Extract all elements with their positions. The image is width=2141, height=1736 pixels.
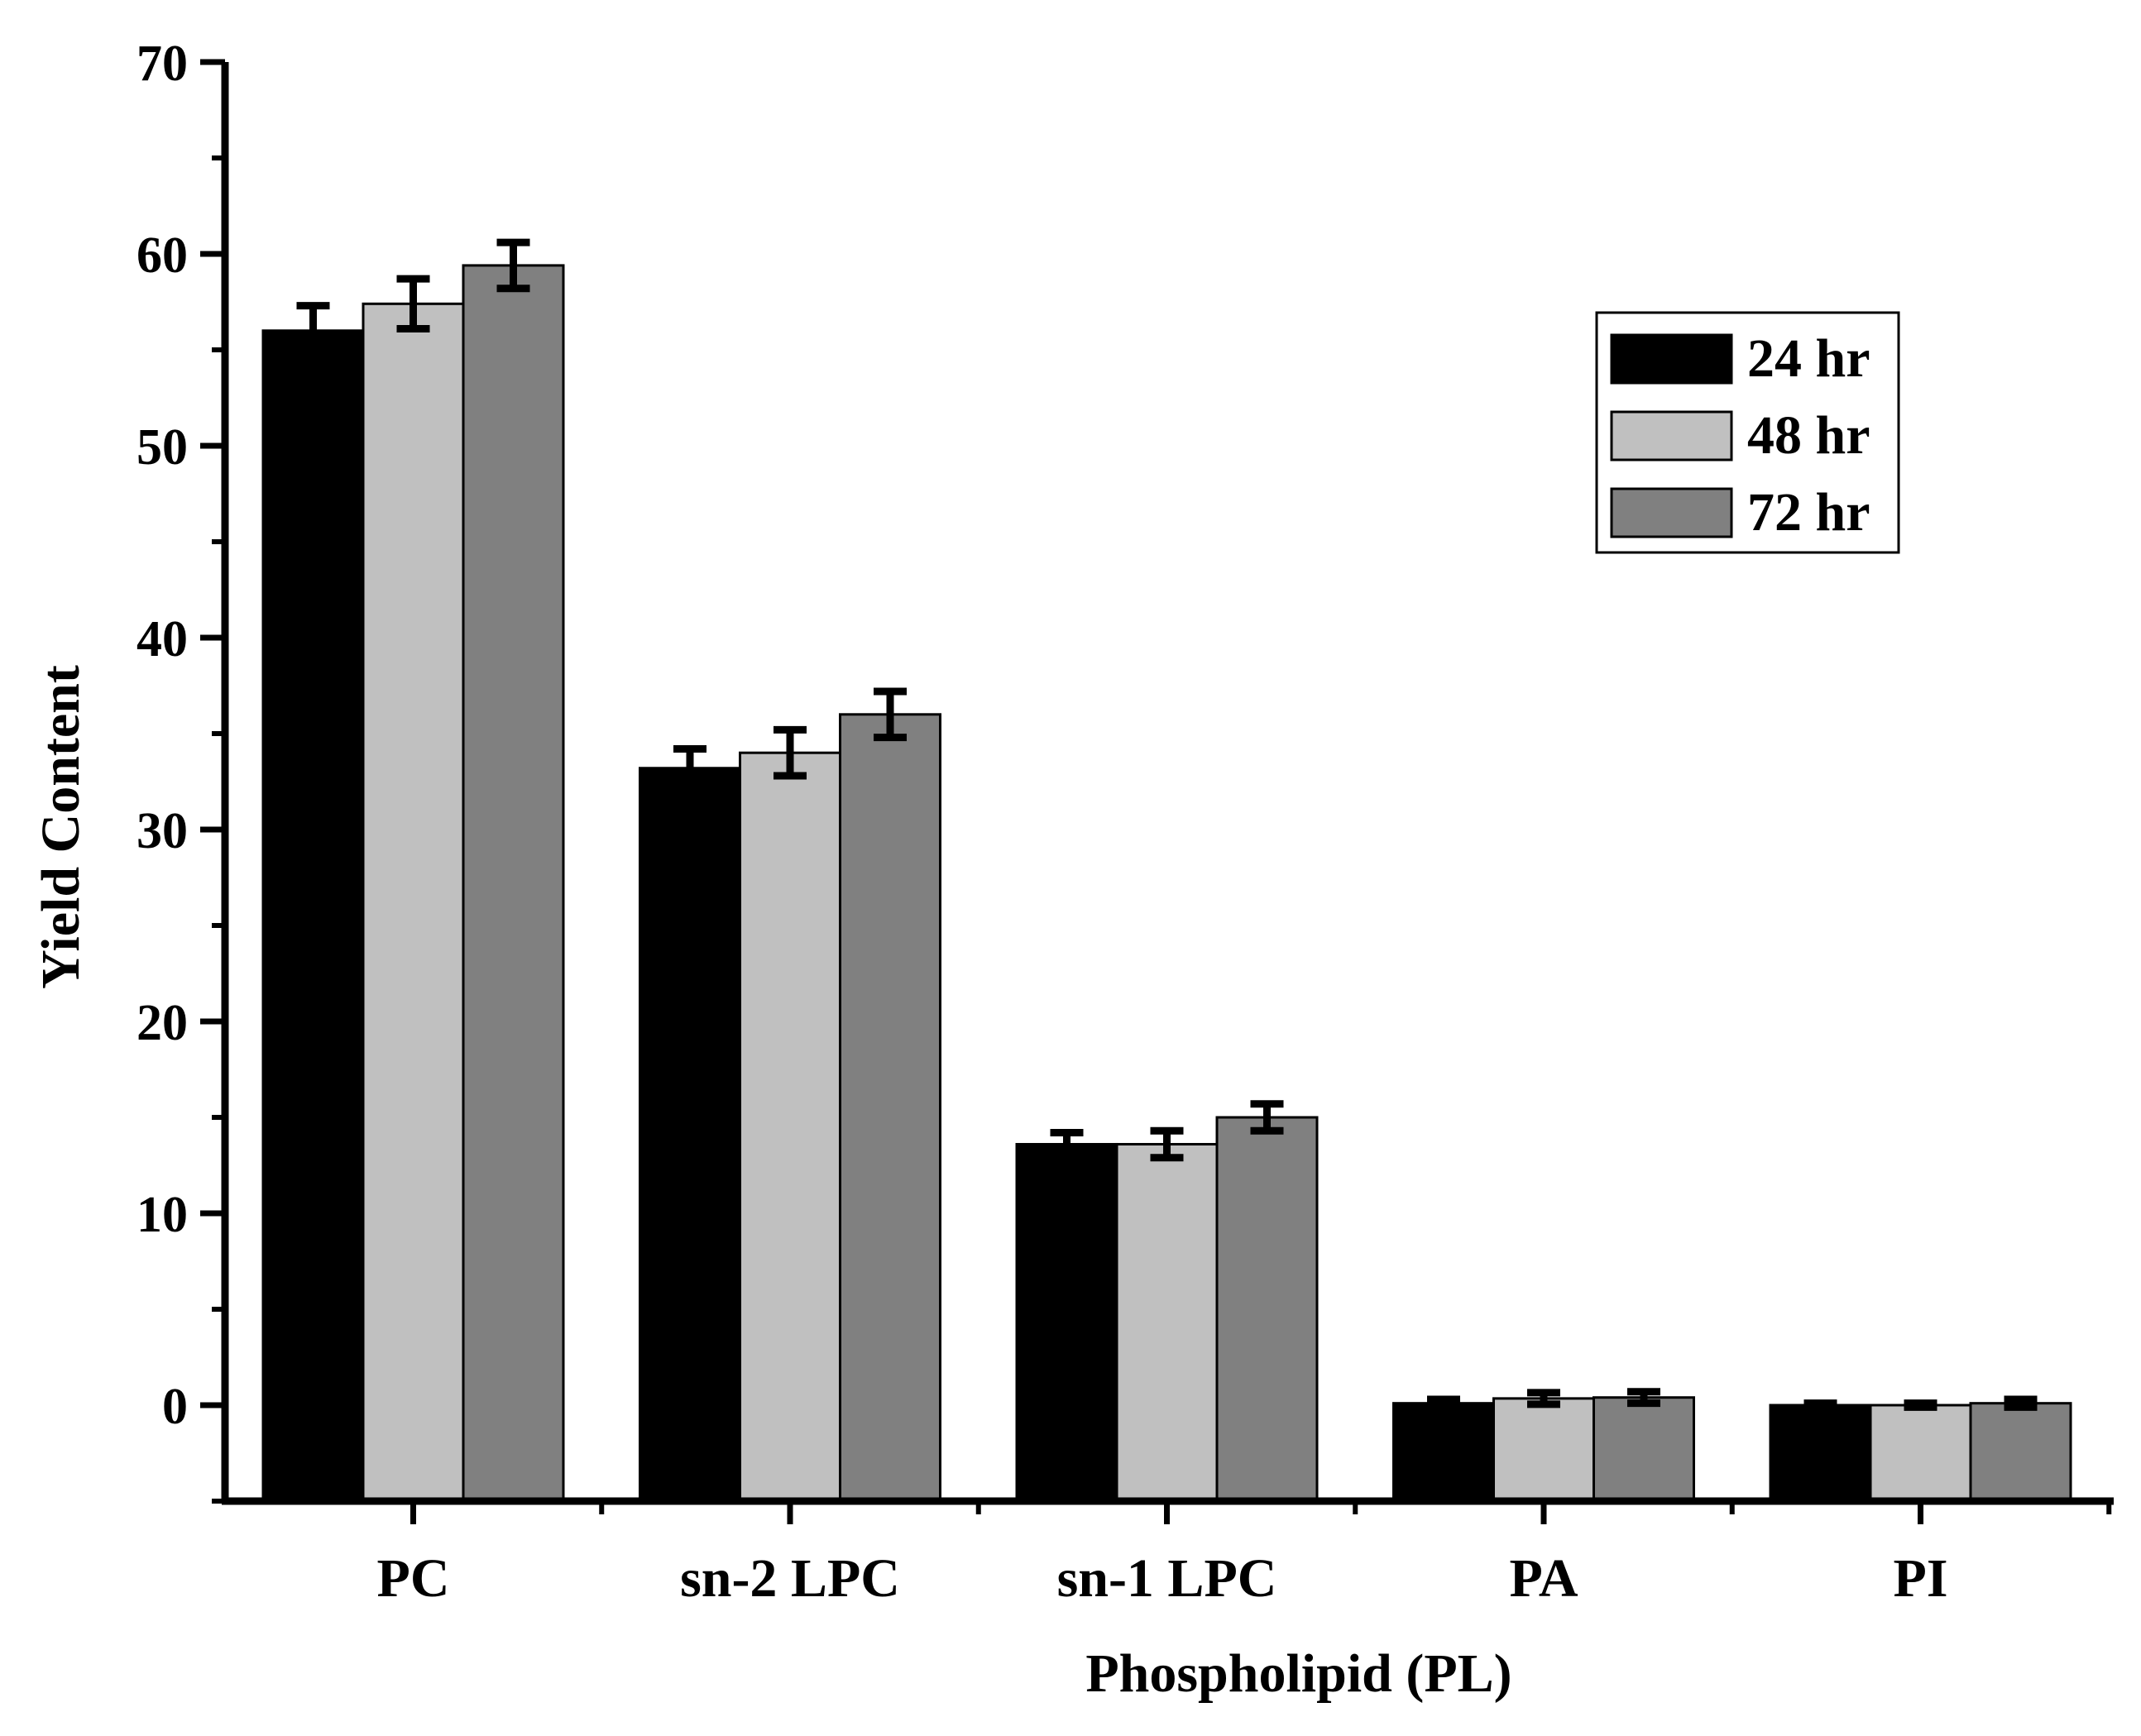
y-tick-label: 50 <box>137 419 188 476</box>
error-bar-pc-72-hr <box>496 238 530 293</box>
error-bar-sn-2-lpc-24-hr <box>673 745 706 791</box>
x-axis-title: Phospholipid (PL) <box>1085 1643 1511 1704</box>
legend-label-48-hr: 48 hr <box>1747 405 1870 466</box>
x-tick-label: sn-1 LPC <box>1057 1548 1277 1609</box>
error-bars-layer <box>296 238 2038 1411</box>
bar-sn-1-lpc-72-hr <box>1215 1116 1319 1503</box>
legend-label-72-hr: 72 hr <box>1747 482 1870 543</box>
y-tick-label: 60 <box>137 227 188 284</box>
y-tick-label: 20 <box>137 995 188 1051</box>
error-bar-sn-1-lpc-72-hr <box>1250 1100 1284 1135</box>
error-bar-sn-2-lpc-72-hr <box>874 687 907 742</box>
x-tick-label: PI <box>1894 1548 1948 1609</box>
y-tick-label: 30 <box>137 803 188 859</box>
y-tick-label: 70 <box>137 36 188 92</box>
bar-pa-24-hr <box>1392 1402 1495 1503</box>
y-tick-label: 10 <box>137 1187 188 1243</box>
bar-pc-72-hr <box>462 264 565 1503</box>
error-bar-sn-1-lpc-48-hr <box>1150 1126 1184 1162</box>
y-tick-label: 40 <box>137 611 188 667</box>
y-axis-title: Yield Content <box>31 665 91 989</box>
x-tick-label: PA <box>1509 1548 1578 1609</box>
legend-label-24-hr: 24 hr <box>1747 328 1870 389</box>
legend-swatch-24-hr <box>1610 333 1733 385</box>
error-bar-sn-2-lpc-48-hr <box>774 725 807 780</box>
bar-sn-1-lpc-48-hr <box>1115 1142 1219 1503</box>
bar-pi-48-hr <box>1869 1404 1972 1503</box>
error-bar-sn-1-lpc-24-hr <box>1050 1129 1084 1160</box>
bar-pa-72-hr <box>1593 1396 1695 1503</box>
error-bar-pa-24-hr <box>1427 1395 1460 1411</box>
bar-pi-72-hr <box>1969 1402 2072 1503</box>
bar-pc-48-hr <box>362 302 465 1503</box>
x-tick-label: sn-2 LPC <box>680 1548 900 1609</box>
bar-pi-24-hr <box>1769 1404 1872 1503</box>
legend: 24 hr 48 hr 72 hr <box>1595 311 1900 554</box>
error-bar-pa-48-hr <box>1527 1389 1560 1408</box>
bar-pa-48-hr <box>1492 1397 1595 1503</box>
bar-pc-24-hr <box>261 329 365 1503</box>
legend-swatch-72-hr <box>1610 487 1733 538</box>
x-tick-label: PC <box>377 1548 450 1609</box>
error-bar-pc-24-hr <box>296 302 330 360</box>
bar-sn-2-lpc-72-hr <box>839 713 941 1503</box>
error-bar-pa-72-hr <box>1627 1388 1660 1408</box>
bar-sn-2-lpc-48-hr <box>739 751 841 1503</box>
error-bar-pi-48-hr <box>1904 1399 1937 1411</box>
error-bar-pi-72-hr <box>2004 1395 2038 1411</box>
y-tick-label: 0 <box>162 1379 188 1435</box>
bar-sn-2-lpc-24-hr <box>639 767 741 1503</box>
error-bar-pc-48-hr <box>396 275 430 332</box>
legend-swatch-48-hr <box>1610 410 1733 461</box>
error-bar-pi-24-hr <box>1803 1399 1837 1411</box>
bar-sn-1-lpc-24-hr <box>1015 1142 1118 1503</box>
ticks-layer: PC sn-2 LPC sn-1 LPC PA PI 0 10 20 30 40 50 60 70 <box>137 36 2112 1609</box>
